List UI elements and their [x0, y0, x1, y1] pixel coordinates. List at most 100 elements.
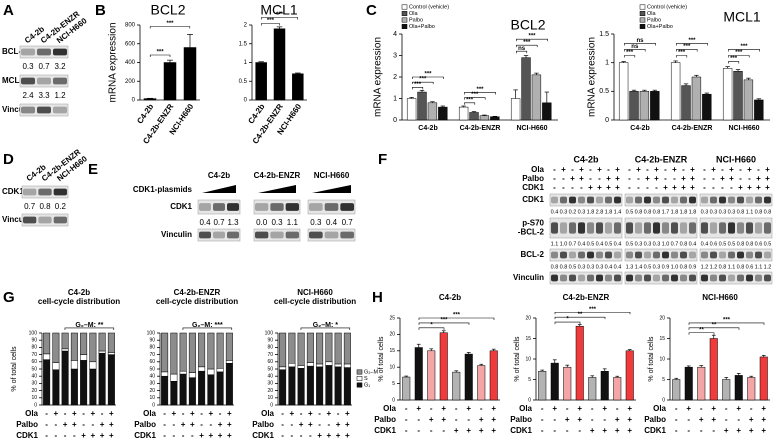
- bar: [70, 332, 78, 361]
- condition-sign: -: [92, 420, 95, 429]
- quantification: 0.5: [644, 264, 652, 270]
- bar: [288, 332, 296, 364]
- blot-band: [37, 77, 51, 85]
- blot-band: [644, 251, 651, 259]
- condition-sign: -: [682, 165, 685, 174]
- bar: [70, 360, 78, 370]
- significance-label: ***: [157, 50, 165, 56]
- blot-band: [644, 222, 651, 234]
- y-tick-label: 100: [265, 330, 274, 336]
- quantification: 0.8: [755, 209, 763, 215]
- row-label: Vinculin: [513, 273, 544, 282]
- condition-sign: -: [566, 426, 569, 435]
- bar: [563, 366, 572, 401]
- y-tick-label: 10: [659, 356, 665, 362]
- significance-label: **: [578, 312, 583, 318]
- bar: [343, 332, 351, 365]
- quantification: 0.8: [680, 241, 688, 247]
- blot-band: [689, 222, 696, 234]
- condition-sign: -: [200, 420, 203, 429]
- condition-sign: +: [72, 409, 77, 418]
- blot-band: [38, 216, 52, 224]
- condition-sign: -: [553, 165, 556, 174]
- significance-bracket: [300, 327, 351, 330]
- condition-sign: -: [637, 183, 640, 192]
- bar: [531, 74, 542, 121]
- bar: [343, 367, 351, 406]
- condition-sign: -: [73, 431, 76, 440]
- blot-band: [764, 196, 771, 204]
- bar: [427, 350, 436, 401]
- condition-sign: +: [747, 183, 752, 192]
- blot-band: [340, 203, 354, 211]
- condition-sign: +: [627, 404, 632, 413]
- condition-sign: +: [227, 409, 232, 418]
- bar: [334, 363, 342, 368]
- condition-sign: +: [761, 415, 766, 424]
- significance-bracket: [464, 97, 486, 100]
- condition-sign: -: [291, 420, 294, 429]
- bar: [198, 370, 206, 406]
- condition-sign: -: [712, 426, 715, 435]
- bar: [600, 371, 609, 401]
- significance-bracket: [261, 17, 298, 20]
- panel-label: E: [88, 161, 98, 178]
- bar: [216, 371, 224, 406]
- chart-title: C4-2b: [439, 293, 461, 302]
- bar: [198, 366, 206, 372]
- quantification: 0.4: [689, 241, 697, 247]
- quantification: 0.0: [256, 218, 268, 227]
- condition-sign: +: [209, 431, 214, 440]
- y-tick-label: 0: [528, 397, 531, 403]
- condition-sign: +: [109, 431, 114, 440]
- y-tick-label: 1: [244, 60, 248, 66]
- condition-sign: +: [636, 165, 641, 174]
- condition-sign: -: [455, 415, 458, 424]
- quantification: 3.2: [54, 62, 66, 71]
- condition-sign: +: [654, 165, 659, 174]
- condition-sign: +: [570, 174, 575, 183]
- significance-label: ***: [453, 313, 461, 319]
- condition-sign: +: [345, 420, 350, 429]
- group-label: C4-2b: [208, 171, 230, 180]
- blot-band: [737, 222, 744, 234]
- blot-band: [701, 222, 708, 234]
- bar: [179, 332, 187, 372]
- blot-band: [680, 251, 687, 259]
- quantification: 0.3: [587, 264, 595, 270]
- bar: [550, 362, 559, 401]
- bar: [733, 71, 743, 121]
- significance-bracket: [149, 54, 171, 57]
- significance-bracket: [64, 327, 115, 330]
- blot-band: [755, 274, 762, 282]
- bar: [225, 362, 233, 406]
- condition-sign: +: [724, 426, 729, 435]
- x-tick-label: C4-2b: [418, 125, 437, 132]
- condition-sign: +: [479, 426, 484, 435]
- blot-band: [551, 274, 558, 282]
- condition-sign: -: [281, 409, 284, 418]
- blot-band: [285, 203, 299, 211]
- blot-band: [746, 274, 753, 282]
- condition-sign: -: [417, 415, 420, 424]
- significance-label: ***: [678, 50, 686, 56]
- y-tick-label: 0: [392, 397, 395, 403]
- bar: [43, 332, 51, 355]
- condition-sign: +: [227, 420, 232, 429]
- y-axis-label: % of total cells: [11, 346, 18, 392]
- quantification: 0.4: [199, 218, 211, 227]
- condition-label: Ola: [519, 404, 532, 413]
- condition-sign: -: [163, 409, 166, 418]
- condition-sign: +: [91, 409, 96, 418]
- significance-bracket: [688, 327, 740, 330]
- condition-sign: -: [182, 409, 185, 418]
- legend-swatch: [639, 24, 646, 29]
- row-label: MCL-1: [2, 76, 27, 85]
- blot-band: [587, 274, 594, 282]
- bar: [188, 372, 196, 378]
- condition-sign: -: [300, 409, 303, 418]
- quantification: 0.3: [728, 209, 736, 215]
- condition-sign: +: [441, 404, 446, 413]
- blot-band: [746, 222, 753, 234]
- condition-sign: -: [628, 165, 631, 174]
